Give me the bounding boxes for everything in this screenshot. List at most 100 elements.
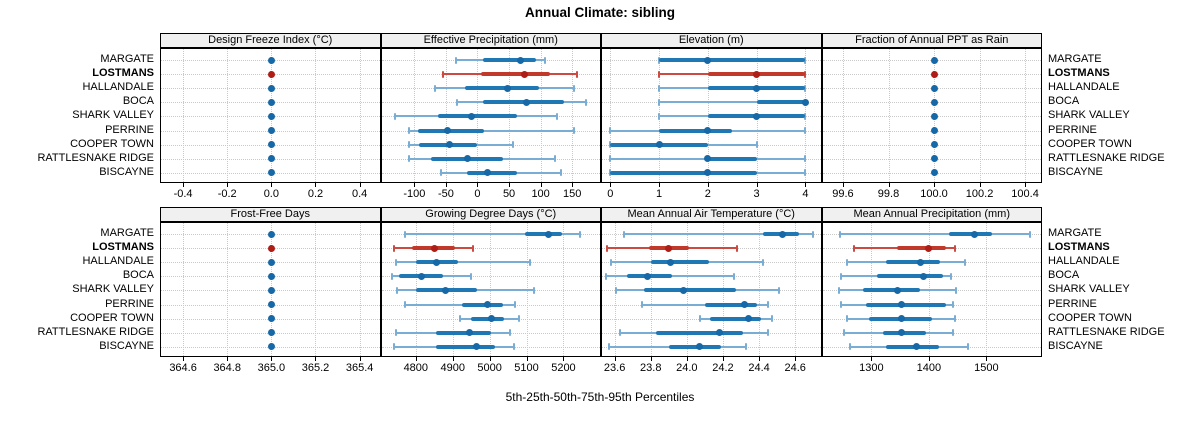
x-tick-label: 364.8 <box>213 362 241 374</box>
median-dot <box>753 84 761 92</box>
median-dot <box>897 301 905 308</box>
x-tick <box>415 357 417 361</box>
x-tick-label: 4800 <box>403 362 429 374</box>
median-dot <box>916 258 924 266</box>
panel-strip: Frost-Free Days <box>160 207 381 222</box>
whisker-cap <box>838 230 841 238</box>
whisker-cap <box>610 258 613 266</box>
x-tick-label: 150 <box>563 188 582 200</box>
gridline-vertical <box>315 49 317 182</box>
iqr-bar-25-75 <box>885 260 941 265</box>
median-dot <box>741 301 749 308</box>
x-tick-label: 1 <box>656 188 663 200</box>
whisker-cap <box>619 329 622 337</box>
row-label-left: MARGATE <box>100 53 154 65</box>
panel-strip: Mean Annual Precipitation (mm) <box>821 207 1042 222</box>
median-dot <box>655 141 663 149</box>
whisker-cap <box>838 286 841 294</box>
panel-strip: Mean Annual Air Temperature (°C) <box>601 207 822 222</box>
x-tick-label: 24.6 <box>784 362 806 374</box>
whisker-cap <box>608 343 611 351</box>
whisker-cap <box>846 258 849 266</box>
panel-strip: Growing Degree Days (°C) <box>380 207 601 222</box>
whisker-cap <box>392 244 395 252</box>
x-tick <box>650 357 652 361</box>
x-tick <box>871 357 873 361</box>
iqr-bar-25-75 <box>483 58 537 62</box>
x-tick <box>540 183 542 187</box>
whisker-5-95 <box>623 233 814 235</box>
row-label-left: BISCAYNE <box>99 339 154 352</box>
x-tick <box>489 357 491 361</box>
gridline-vertical <box>183 49 185 182</box>
median-dot <box>679 286 687 294</box>
iqr-bar-25-75 <box>659 58 806 62</box>
median-dot <box>267 112 275 120</box>
median-dot <box>704 127 712 134</box>
whisker-5-95 <box>395 261 531 264</box>
whisker-cap <box>573 84 576 92</box>
median-dot <box>930 98 938 106</box>
median-dot <box>665 244 673 252</box>
row-label-right: SHARK VALLEY <box>1048 283 1130 296</box>
x-tick <box>359 357 361 361</box>
panel <box>380 48 601 183</box>
median-dot <box>521 70 529 78</box>
iqr-bar-25-75 <box>643 288 736 293</box>
whisker-cap <box>585 98 588 106</box>
x-axis: 23.6 23.8 24.0 24.2 24.4 24.6 <box>602 357 823 379</box>
x-tick <box>271 183 273 187</box>
whisker-cap <box>434 84 437 92</box>
whisker-5-95 <box>659 101 806 104</box>
row-label-right: PERRINE <box>1048 297 1097 310</box>
median-dot <box>545 230 553 238</box>
whisker-cap <box>846 315 849 323</box>
x-tick <box>509 183 511 187</box>
whisker-cap <box>761 258 764 266</box>
row-label-left: COOPER TOWN <box>70 311 154 324</box>
iqr-bar-25-75 <box>949 232 993 236</box>
row-label-left: RATTLESNAKE RIDGE <box>37 151 154 164</box>
median-dot <box>801 98 809 106</box>
whisker-cap <box>396 286 399 294</box>
whisker-cap <box>955 286 958 294</box>
iqr-bar-25-75 <box>465 86 540 91</box>
median-dot <box>487 315 495 323</box>
x-axis: 364.6 364.8 365.0 365.2 365.4 <box>161 357 382 379</box>
x-tick-label: 100.4 <box>1011 188 1039 200</box>
row-label-left: BOCA <box>122 95 154 108</box>
x-tick-label: 100.0 <box>920 188 948 200</box>
median-dot <box>267 169 275 177</box>
iqr-bar-25-75 <box>885 344 940 349</box>
whisker-cap <box>392 343 395 351</box>
whisker-cap <box>622 230 625 238</box>
row-label-right: MARGATE <box>1048 53 1102 65</box>
x-tick-label: 0.2 <box>307 188 324 200</box>
whisker-cap <box>532 286 535 294</box>
gridline-vertical <box>563 223 565 356</box>
row-label-left: LOSTMANS <box>92 67 154 80</box>
whisker-cap <box>842 329 845 337</box>
whisker-cap <box>767 301 770 308</box>
whisker-cap <box>732 272 735 280</box>
row-label-right: RATTLESNAKE RIDGE <box>1048 325 1165 338</box>
x-tick <box>271 357 273 361</box>
whisker-cap <box>407 141 410 149</box>
whisker-cap <box>640 301 643 308</box>
median-dot <box>267 230 275 238</box>
gridline-vertical <box>183 223 185 356</box>
whisker-cap <box>455 56 458 64</box>
whisker-cap <box>804 169 807 177</box>
iqr-bar-25-75 <box>656 330 743 335</box>
axis-caption: 5th-25th-50th-75th-95th Percentiles <box>505 390 695 404</box>
whisker-cap <box>408 155 411 163</box>
x-axis: 1300 1400 1500 <box>823 357 1044 379</box>
whisker-cap <box>609 155 612 163</box>
row-label-right: MARGATE <box>1048 227 1102 239</box>
x-tick-label: -50 <box>437 188 454 200</box>
median-dot <box>919 272 927 280</box>
whisker-cap <box>604 272 607 280</box>
iqr-bar-25-75 <box>756 100 806 105</box>
x-tick-label: 0 <box>607 188 614 200</box>
median-dot <box>267 272 275 280</box>
